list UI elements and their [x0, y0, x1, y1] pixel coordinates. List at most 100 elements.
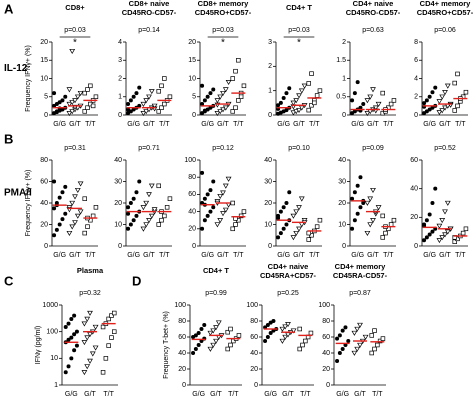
y-tick-label: 80: [40, 157, 48, 164]
data-point: [215, 320, 222, 326]
data-point: [213, 338, 219, 344]
x-tick-label: G/T: [282, 391, 294, 398]
p-value: p=0.03: [288, 27, 310, 34]
x-tick-label: G/G: [423, 252, 436, 259]
data-point: [388, 222, 394, 227]
data-point: [220, 90, 226, 97]
panel-title: CD8+ memory: [198, 0, 249, 8]
data-point: [388, 101, 394, 107]
data-point: [220, 211, 226, 217]
significance-star: *: [73, 38, 77, 49]
y-tick-label: 20: [188, 226, 196, 233]
x-tick-label: T/T: [233, 121, 244, 128]
data-point: [148, 183, 155, 189]
data-point: [109, 335, 114, 340]
data-point: [377, 338, 383, 344]
data-point: [109, 313, 114, 318]
y-tick-label: 60: [322, 334, 330, 341]
p-value: p=0.14: [138, 27, 160, 34]
data-point: [134, 190, 139, 195]
data-point: [355, 211, 360, 216]
data-point: [200, 83, 205, 88]
data-point: [380, 235, 385, 240]
data-point: [452, 108, 457, 113]
data-point: [143, 109, 150, 115]
data-point: [278, 100, 283, 105]
data-point: [87, 310, 93, 316]
y-tick-label: 4: [414, 75, 418, 82]
data-point: [74, 329, 79, 334]
x-tick-label: T/T: [233, 252, 244, 259]
data-point: [202, 196, 207, 201]
data-point: [57, 222, 62, 227]
data-point: [66, 111, 73, 117]
data-point: [364, 111, 371, 117]
data-point: [278, 231, 283, 236]
data-point: [69, 100, 76, 106]
data-point: [230, 200, 235, 206]
data-point: [361, 102, 366, 107]
data-point: [222, 183, 229, 189]
data-point: [77, 90, 84, 97]
y-tick-label: 60: [250, 334, 258, 341]
data-point: [312, 100, 317, 106]
data-point: [383, 230, 388, 236]
data-point: [156, 89, 161, 94]
x-tick-label: T/T: [85, 121, 96, 128]
data-point: [364, 230, 371, 237]
y-tick-label: 0: [414, 112, 418, 119]
data-point: [375, 205, 382, 211]
data-point: [156, 109, 161, 114]
panel-title: CD4+ naive: [268, 262, 309, 271]
x-tick-label: G/T: [367, 121, 379, 128]
data-point: [369, 350, 374, 356]
data-point: [72, 98, 78, 104]
data-point: [436, 238, 443, 244]
data-point: [351, 350, 358, 356]
p-value: p=0.52: [434, 145, 456, 152]
x-tick-label: T/T: [383, 252, 394, 259]
data-point: [72, 313, 77, 318]
data-point: [225, 80, 232, 86]
data-point: [279, 326, 286, 332]
data-point: [52, 179, 57, 184]
panel-title: CD4+ memory: [335, 262, 386, 271]
data-point: [214, 222, 221, 228]
y-tick-label: 0: [192, 112, 196, 119]
data-point: [340, 328, 345, 333]
y-tick-label: 5: [192, 94, 196, 101]
data-point: [143, 200, 150, 206]
y-tick-label: 40: [188, 208, 196, 215]
data-point: [69, 109, 76, 115]
data-point: [308, 330, 314, 336]
panel-title: CD4+ naive: [353, 0, 394, 8]
data-point: [69, 48, 76, 55]
data-point: [148, 89, 155, 95]
x-tick-label: G/T: [143, 252, 155, 259]
y-tick-label: 20: [322, 366, 330, 373]
data-point: [430, 90, 435, 95]
data-point: [297, 346, 302, 352]
y-tick-label: 10: [40, 75, 48, 82]
y-tick-label: 20: [338, 200, 346, 207]
data-point: [427, 94, 432, 99]
data-point: [380, 90, 385, 96]
data-point: [66, 101, 73, 107]
data-point: [265, 335, 270, 339]
x-tick-label: G/T: [293, 121, 305, 128]
y-tick-label: 40: [178, 350, 186, 357]
data-point: [317, 88, 323, 93]
data-point: [63, 211, 68, 216]
p-value: p=0.31: [64, 145, 86, 152]
x-tick-label: G/G: [53, 121, 66, 128]
row-label: IL-12: [4, 63, 28, 74]
data-point: [284, 108, 289, 113]
data-point: [279, 338, 286, 344]
data-point: [290, 235, 297, 241]
data-point: [228, 342, 233, 348]
data-point: [298, 196, 305, 202]
data-point: [126, 226, 131, 231]
y-tick-label: 100: [184, 157, 196, 164]
data-point: [372, 328, 377, 333]
data-point: [162, 213, 167, 219]
